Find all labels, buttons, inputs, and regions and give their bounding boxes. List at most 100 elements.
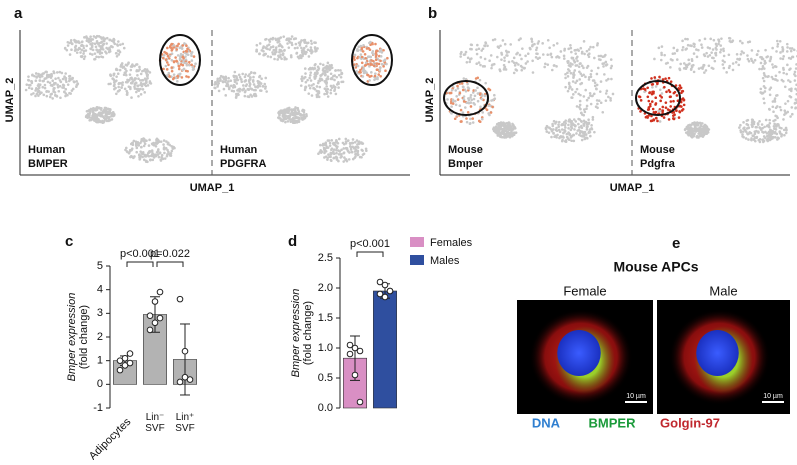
umap-dot <box>720 37 723 40</box>
umap-dot <box>555 136 558 139</box>
umap-dot <box>731 62 735 65</box>
umap-dot <box>296 55 300 59</box>
umap-dot <box>360 148 364 152</box>
umap-dot <box>333 78 336 82</box>
umap-dot <box>61 77 65 81</box>
umap-dot <box>657 46 661 50</box>
umap-dot <box>530 40 534 43</box>
umap-dot <box>359 44 363 48</box>
umap-dot <box>596 66 600 70</box>
umap-dot <box>758 119 761 123</box>
umap-dot <box>91 38 95 41</box>
umap-dot <box>326 75 330 78</box>
umap-dot <box>286 37 290 41</box>
umap-dot <box>686 126 690 129</box>
umap-dot <box>604 60 608 64</box>
umap-dot <box>453 99 457 103</box>
umap-dot <box>184 49 188 53</box>
umap-dot <box>175 48 179 51</box>
umap-dot <box>89 108 93 112</box>
umap-dot <box>127 151 131 155</box>
umap-dot <box>643 90 646 94</box>
umap-dot <box>655 116 658 120</box>
y-tick-label: 1.5 <box>318 312 333 324</box>
umap-dot <box>80 40 84 44</box>
umap-dot <box>94 45 98 49</box>
legend-label: Males <box>430 255 460 267</box>
umap-dot <box>269 55 273 59</box>
umap-dot <box>141 88 145 91</box>
umap-dot <box>217 89 221 93</box>
umap-dot <box>768 118 771 122</box>
umap-dot <box>663 85 666 89</box>
umap-dot <box>481 111 485 114</box>
umap-dot <box>171 147 175 150</box>
umap-dot <box>570 50 573 54</box>
umap-dot <box>745 122 749 126</box>
umap-dot <box>574 124 577 128</box>
umap-dot <box>738 57 742 61</box>
umap-dot <box>124 71 127 75</box>
umap-dot <box>521 47 524 50</box>
umap-dot <box>120 86 123 89</box>
umap-dot <box>323 69 327 73</box>
umap-dot <box>337 149 340 152</box>
umap-dot <box>461 111 465 114</box>
umap-dot <box>300 116 304 120</box>
umap-dot <box>596 42 599 45</box>
umap-dot <box>282 115 285 118</box>
umap-dot <box>92 106 95 110</box>
umap-dot <box>568 64 572 68</box>
umap-dot <box>555 126 558 130</box>
umap-dot <box>382 48 385 52</box>
y-tick-label: 0.0 <box>318 402 333 414</box>
umap-dot <box>104 50 107 54</box>
umap-dot <box>240 80 244 84</box>
umap-dot <box>557 120 561 124</box>
umap-dot <box>42 79 45 83</box>
umap-dot <box>738 126 741 129</box>
umap-dot <box>307 55 311 58</box>
umap-dot <box>342 147 346 150</box>
umap-dot <box>321 68 325 72</box>
umap-dot <box>224 76 228 80</box>
umap-dot <box>597 54 601 58</box>
umap-dot <box>179 55 182 58</box>
umap-dot <box>247 88 250 91</box>
panel-label: a <box>14 5 23 22</box>
umap-dot <box>330 148 333 152</box>
umap-dot <box>574 90 577 94</box>
umap-dot <box>376 49 379 53</box>
umap-dot <box>762 67 766 70</box>
umap-dot <box>570 139 573 143</box>
umap-dot <box>348 142 352 146</box>
umap-dot <box>719 44 723 47</box>
umap-dot <box>761 91 764 95</box>
data-point <box>156 314 164 322</box>
umap-dot <box>265 37 268 41</box>
umap-dot <box>546 63 550 66</box>
umap-dot <box>85 44 89 48</box>
umap-dot <box>652 111 656 114</box>
umap-dot <box>340 148 343 152</box>
umap-dot <box>336 68 340 72</box>
umap-dot <box>531 43 535 47</box>
umap-dot <box>127 62 130 65</box>
umap-dot <box>469 105 473 108</box>
umap-dot <box>67 74 71 78</box>
umap-dot <box>355 49 359 52</box>
umap-dot <box>687 128 691 132</box>
x-tick-label: Adipocytes <box>87 416 134 460</box>
umap-dot <box>552 64 556 67</box>
y-tick-label: 0 <box>97 378 103 390</box>
umap-dot <box>136 73 139 77</box>
umap-dot <box>692 63 695 67</box>
umap-dot <box>229 84 233 88</box>
umap-dot <box>711 48 715 51</box>
umap-dot <box>178 58 182 62</box>
umap-dot <box>574 52 578 55</box>
umap-dot <box>537 40 541 43</box>
umap-dot <box>93 42 97 46</box>
nucleus <box>557 330 601 376</box>
umap-dot <box>580 74 584 78</box>
